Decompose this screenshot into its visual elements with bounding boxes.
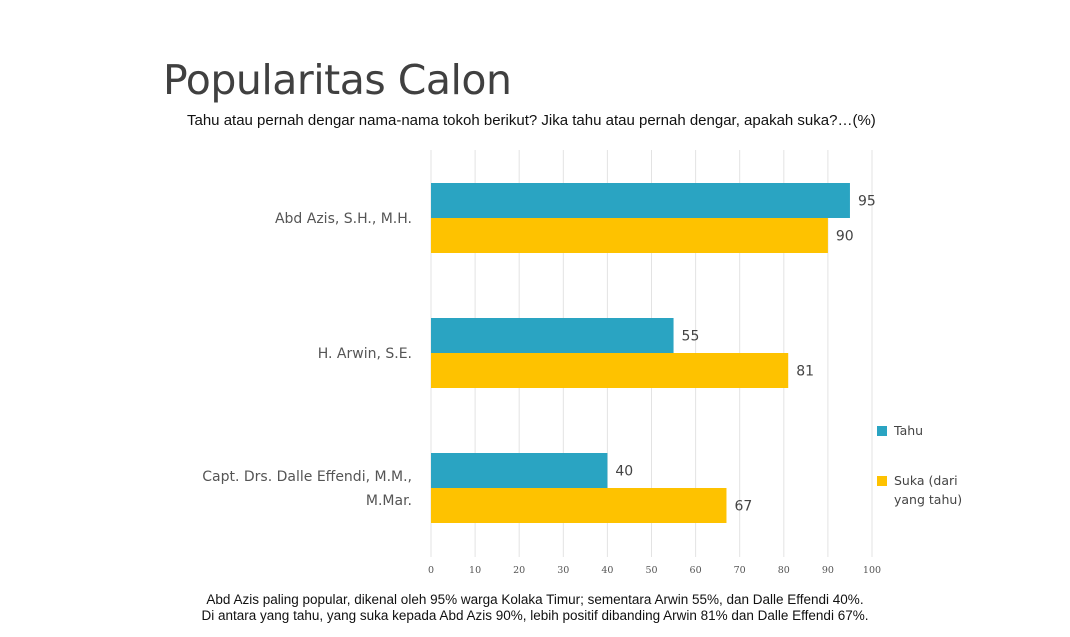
- x-tick-label-10: 10: [469, 565, 481, 576]
- x-tick-label-0: 0: [428, 565, 434, 576]
- bar-series1-cat1: [431, 183, 850, 218]
- legend-swatch-1: [877, 426, 887, 436]
- page-title: Popularitas Calon: [163, 56, 512, 104]
- category-label-3: Capt. Drs. Dalle Effendi, M.M., M.Mar.: [202, 469, 412, 509]
- x-tick-label-50: 50: [645, 565, 657, 576]
- x-tick-label-40: 40: [601, 565, 613, 576]
- bar-series1-cat3: [431, 453, 608, 488]
- chart-subtitle: Tahu atau pernah dengar nama-nama tokoh …: [187, 112, 876, 129]
- labels: 0 10 20 30 40 50 60 70 80 90 100 Abd Azis, S.H., M.…: [202, 194, 881, 577]
- x-tick-label-70: 70: [734, 565, 746, 576]
- x-tick-label-100: 100: [863, 565, 881, 576]
- bar-series2-cat2: [431, 353, 789, 388]
- footnote-line-2: Di antara yang tahu, yang suka kepada Ab…: [201, 608, 869, 623]
- legend-swatch-2: [877, 476, 887, 486]
- category-label-1: Abd Azis, S.H., M.H.: [275, 211, 412, 227]
- data-label-series2-cat1: 90: [836, 229, 854, 245]
- x-tick-label-90: 90: [822, 565, 834, 576]
- data-label-series1-cat3: 40: [615, 464, 633, 480]
- bars: [431, 183, 850, 523]
- data-label-series2-cat2: 81: [796, 364, 814, 380]
- bar-series2-cat3: [431, 488, 727, 523]
- category-label-2: H. Arwin, S.E.: [318, 346, 412, 362]
- data-label-series1-cat1: 95: [858, 194, 876, 210]
- legend-label-2: Suka (dari yang tahu): [894, 473, 962, 507]
- footnote-line-1: Abd Azis paling popular, dikenal oleh 95…: [206, 592, 864, 607]
- data-label-series1-cat2: 55: [682, 329, 700, 345]
- legend-label-1: Tahu: [893, 423, 923, 438]
- bar-series2-cat1: [431, 218, 828, 253]
- x-tick-label-80: 80: [778, 565, 790, 576]
- x-tick-label-60: 60: [690, 565, 702, 576]
- x-tick-label-30: 30: [557, 565, 569, 576]
- x-tick-label-20: 20: [513, 565, 525, 576]
- legend: Tahu Suka (dari yang tahu): [877, 423, 962, 507]
- data-label-series2-cat3: 67: [734, 499, 752, 515]
- bar-series1-cat2: [431, 318, 674, 353]
